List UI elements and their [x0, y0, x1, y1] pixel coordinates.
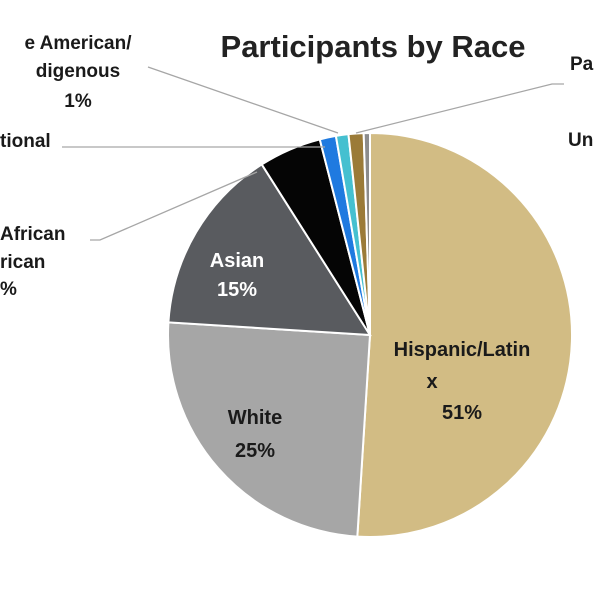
leader-line [355, 83, 564, 134]
slice-label: 51% [442, 402, 482, 424]
slice-label: 1% [64, 91, 92, 112]
slice-label: Asian [210, 250, 264, 272]
leader-lines [62, 66, 564, 241]
pie-slice [167, 321, 372, 538]
pie-slices [167, 131, 574, 538]
pie-slice [362, 131, 371, 336]
slice-label: % [0, 279, 17, 300]
slice-label: tional [0, 131, 51, 152]
slice-label: 15% [217, 279, 257, 301]
slice-label: White [228, 407, 282, 429]
slice-label: Pa [570, 54, 594, 75]
slice-label: x [426, 371, 437, 393]
pie-slice [356, 131, 574, 538]
leader-line [147, 66, 339, 134]
pie-slice [167, 163, 372, 337]
slice-label: e American/ [24, 33, 132, 54]
slice-label: Hispanic/Latin [394, 339, 531, 361]
slice-label: Un [568, 130, 593, 151]
slice-labels: Hispanic/Latin x51% White 25% Asian 15% Africa… [0, 33, 594, 462]
slice-label: 25% [235, 440, 275, 462]
slice-label: digenous [36, 61, 120, 82]
leader-line [90, 171, 258, 241]
slice-label: rican [0, 252, 45, 273]
chart-title: Participants by Race [221, 29, 526, 64]
slice-label: African [0, 224, 65, 245]
